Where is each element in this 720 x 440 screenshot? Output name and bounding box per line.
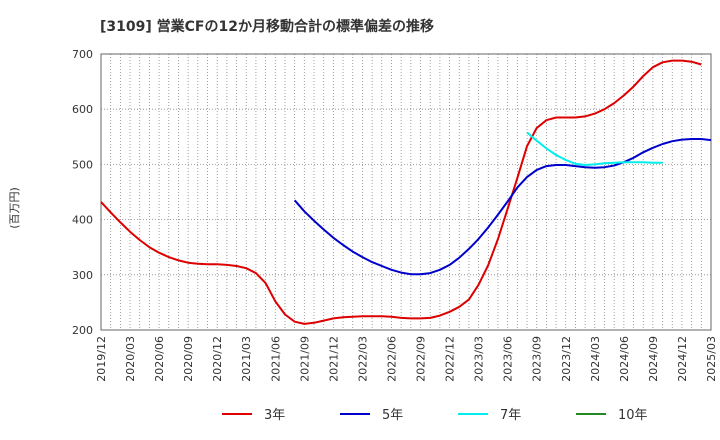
x-tick-label: 2023/06: [502, 336, 515, 382]
legend-label: 5年: [382, 408, 403, 423]
y-tick-label: 600: [72, 103, 93, 116]
x-tick-label: 2019/12: [95, 336, 108, 382]
x-tick-label: 2020/06: [153, 336, 166, 382]
x-tick-label: 2022/12: [444, 336, 457, 382]
legend-label: 7年: [500, 408, 521, 423]
x-tick-label: 2024/03: [589, 336, 602, 382]
x-tick-label: 2020/09: [182, 336, 195, 382]
plot-frame: [100, 53, 712, 331]
x-tick-label: 2021/09: [298, 336, 311, 382]
x-tick-label: 2022/06: [385, 336, 398, 382]
x-tick-label: 2021/03: [240, 336, 253, 382]
series-line-2: [293, 138, 712, 276]
legend-label: 10年: [618, 408, 648, 423]
series-line-1: [100, 59, 702, 325]
legend-label: 3年: [264, 408, 285, 423]
x-tick-label: 2025/03: [705, 336, 718, 382]
y-axis-label: (百万円): [8, 187, 21, 229]
x-tick-label: 2023/03: [473, 336, 486, 382]
x-tick-label: 2022/09: [415, 336, 428, 382]
x-tick-label: 2023/12: [560, 336, 573, 382]
legend: 3年 5年 7年 10年: [222, 408, 648, 423]
y-tick-label: 500: [72, 158, 93, 171]
series-line-3: [526, 131, 663, 166]
plot-area: 200 300 400 500 600 700 2019/12 2020/03 2020/06 2…: [72, 48, 718, 382]
y-tick-label: 300: [72, 269, 93, 282]
x-tick-label: 2023/09: [531, 336, 544, 382]
x-tick-label: 2024/06: [618, 336, 631, 382]
x-tick-label: 2021/12: [327, 336, 340, 382]
plot-background: [101, 54, 711, 330]
y-tick-label: 400: [72, 214, 93, 227]
x-tick-label: 2020/12: [211, 336, 224, 382]
x-tick-label: 2022/03: [356, 336, 369, 382]
x-tick-label: 2020/03: [124, 336, 137, 382]
x-tick-label: 2024/12: [676, 336, 689, 382]
x-tick-label: 2024/09: [647, 336, 660, 382]
y-tick-label: 200: [72, 324, 93, 337]
chart-title: [3109] 営業CFの12か月移動合計の標準偏差の推移: [100, 18, 434, 35]
x-tick-label: 2021/06: [269, 336, 282, 382]
y-tick-label: 700: [72, 48, 93, 61]
